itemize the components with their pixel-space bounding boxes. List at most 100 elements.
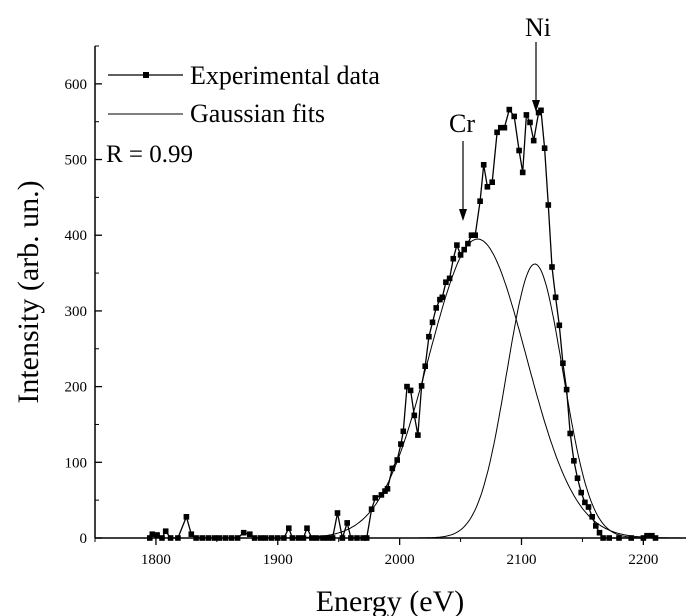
experimental-data-point: [378, 492, 385, 498]
experimental-data-point: [154, 532, 160, 538]
experimental-data-point: [596, 529, 603, 536]
gaussian-fit-curve-ni: [417, 263, 653, 539]
experimental-data-point: [506, 106, 513, 113]
experimental-data-point: [465, 240, 471, 247]
experimental-data-point: [443, 279, 449, 285]
experimental-data-point: [560, 360, 566, 366]
experimental-data-point: [454, 242, 460, 248]
ni-annotation-arrowhead: [532, 100, 540, 112]
experimental-data-point: [563, 386, 570, 393]
experimental-data-point: [480, 162, 487, 168]
experimental-data-point: [439, 294, 446, 301]
experimental-data-point: [389, 465, 396, 472]
experimental-data-point: [582, 499, 588, 506]
y-tick-label: 500: [65, 153, 88, 169]
experimental-data-point: [188, 531, 195, 537]
experimental-data-point: [457, 252, 464, 258]
experimental-data-point: [477, 198, 483, 204]
experimental-data-point: [593, 523, 599, 529]
experimental-data-point: [384, 486, 391, 492]
y-tick-label: 600: [65, 77, 88, 93]
experimental-data-point: [344, 520, 350, 526]
experimental-data-point: [527, 119, 533, 126]
experimental-data-point: [446, 275, 453, 282]
cr-annotation-arrowhead: [459, 209, 467, 221]
legend-experimental-label: Experimental data: [190, 61, 380, 90]
annotations: Cr Ni: [449, 13, 551, 221]
y-axis-title: Intensity (arb. un.): [12, 180, 45, 403]
experimental-data-point: [400, 428, 407, 435]
experimental-data-point: [541, 145, 548, 151]
experimental-data-point: [372, 495, 379, 501]
x-tick-label: 1800: [141, 552, 171, 568]
experimental-data-point: [494, 129, 500, 136]
experimental-data-point: [498, 124, 504, 131]
plot-area: [147, 106, 683, 541]
experimental-data-point: [519, 169, 526, 176]
experimental-data-point: [162, 528, 169, 534]
experimental-data-point: [549, 264, 555, 270]
legend: Experimental data Gaussian fits R = 0.99: [106, 61, 380, 168]
experimental-data-point: [398, 441, 404, 447]
experimental-data-point: [501, 124, 508, 131]
experimental-data-point: [516, 147, 522, 154]
experimental-data-point: [571, 458, 577, 464]
x-tick-label: 2100: [506, 552, 536, 568]
experimental-data-point: [472, 232, 478, 238]
y-tick-label: 400: [65, 228, 88, 244]
experimental-data-point: [415, 432, 421, 438]
y-tick-label: 300: [65, 304, 88, 320]
experimental-data-point: [411, 412, 418, 419]
experimental-data-point: [429, 319, 436, 326]
experimental-data-point: [556, 322, 563, 329]
experimental-data-point: [247, 531, 253, 537]
experimental-data-point: [530, 137, 537, 144]
experimental-data-point: [649, 532, 655, 539]
experimental-data-point: [523, 112, 530, 118]
x-tick-label: 2200: [628, 552, 658, 568]
y-tick-label: 200: [65, 380, 88, 396]
experimental-data-point: [489, 179, 495, 185]
experimental-data-point: [644, 532, 650, 539]
experimental-data-point: [286, 525, 292, 531]
experimental-data-point: [585, 504, 592, 510]
experimental-data-point: [461, 246, 467, 253]
experimental-data-point: [578, 489, 584, 496]
experimental-data-point: [418, 383, 425, 389]
experimental-data-point: [545, 202, 552, 208]
experimental-data-point: [567, 430, 573, 437]
cr-annotation-label: Cr: [449, 109, 475, 138]
experimental-data-point: [149, 531, 156, 537]
experimental-data-point: [552, 294, 559, 301]
legend-experimental-marker: [143, 72, 149, 78]
experimental-data-point: [394, 457, 400, 463]
gaussian-fit-curve-cr: [272, 238, 683, 539]
ni-annotation-label: Ni: [525, 13, 551, 42]
experimental-data-point: [511, 113, 517, 120]
y-tick-label: 0: [80, 531, 88, 547]
experimental-data-line: [149, 108, 656, 539]
y-tick-label: 100: [65, 455, 88, 471]
experimental-data-point: [468, 232, 475, 238]
experimental-data-point: [589, 514, 595, 520]
experimental-data-point: [183, 514, 190, 520]
experimental-data-point: [240, 529, 247, 536]
x-tick-label: 1900: [263, 552, 293, 568]
experimental-data-point: [334, 510, 341, 516]
fit-quality-label: R = 0.99: [106, 141, 193, 168]
experimental-data-point: [304, 525, 310, 531]
x-axis-title: Energy (eV): [316, 585, 465, 616]
legend-gaussian-label: Gaussian fits: [190, 99, 325, 128]
experimental-data-point: [422, 363, 428, 369]
experimental-data-point: [538, 107, 544, 114]
experimental-data-point: [574, 475, 581, 481]
experimental-data-point: [450, 255, 457, 262]
experimental-data-point: [484, 184, 491, 190]
experimental-data-point: [407, 387, 414, 394]
experimental-data-point: [433, 305, 439, 311]
x-tick-label: 2000: [385, 552, 415, 568]
experimental-data-point: [368, 506, 375, 512]
axes: [94, 46, 686, 539]
tick-marks: 0 100 200 300 400 500 600 1800 1900 2000 2100 2200: [65, 45, 658, 568]
